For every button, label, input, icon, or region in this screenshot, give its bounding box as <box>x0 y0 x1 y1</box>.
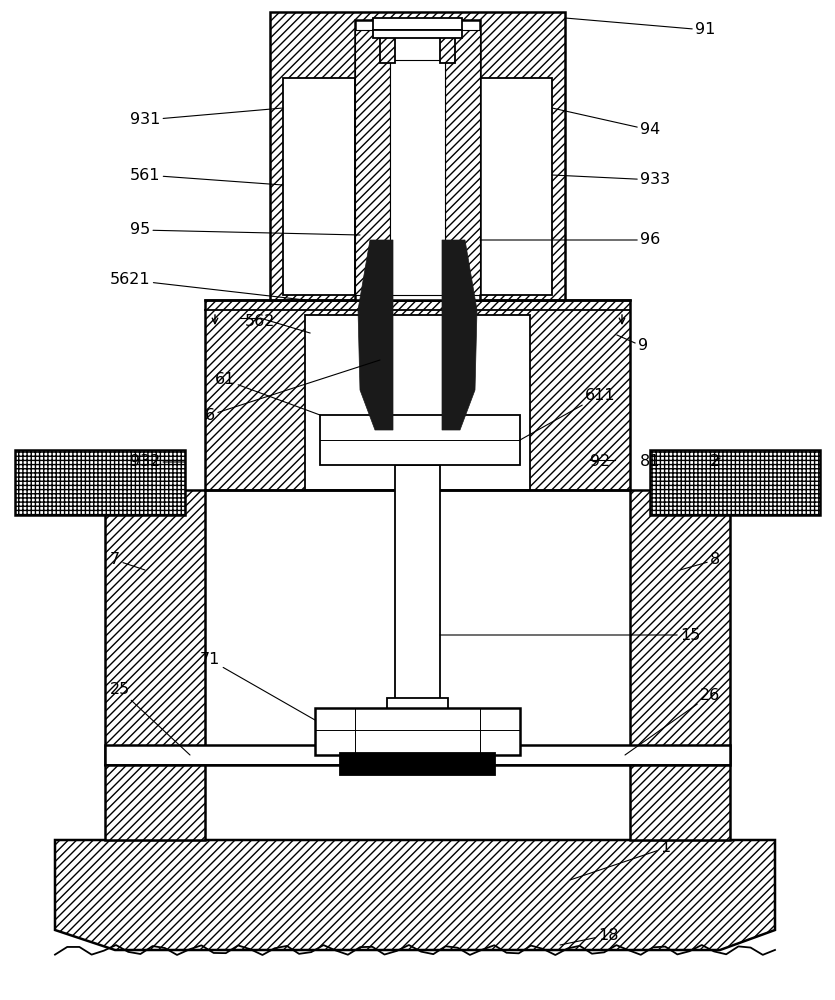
Bar <box>355 20 480 300</box>
Text: 1: 1 <box>570 840 671 880</box>
Text: 931: 931 <box>130 108 283 127</box>
Polygon shape <box>442 240 477 430</box>
Polygon shape <box>358 240 393 430</box>
Text: 95: 95 <box>130 223 360 237</box>
Polygon shape <box>55 840 775 950</box>
Bar <box>340 753 495 775</box>
Text: 81: 81 <box>640 454 660 470</box>
Bar <box>373 18 462 30</box>
Bar <box>305 315 530 490</box>
Bar <box>480 78 552 295</box>
Text: 92: 92 <box>590 454 610 470</box>
Text: 25: 25 <box>110 682 190 755</box>
Bar <box>395 465 440 700</box>
Text: 9: 9 <box>638 338 648 353</box>
Text: 26: 26 <box>625 688 721 755</box>
Text: 94: 94 <box>552 108 660 137</box>
Text: 7: 7 <box>110 552 145 570</box>
Bar <box>320 415 520 465</box>
Bar <box>205 300 630 490</box>
Bar <box>380 25 395 63</box>
Bar <box>355 30 390 295</box>
Text: 18: 18 <box>560 928 619 945</box>
Bar <box>630 490 730 840</box>
Text: 96: 96 <box>480 232 660 247</box>
Text: 71: 71 <box>200 652 315 720</box>
Text: 2: 2 <box>710 454 720 470</box>
Bar <box>315 708 520 755</box>
Bar <box>390 60 445 295</box>
Bar <box>270 12 565 300</box>
Text: 6: 6 <box>205 360 380 422</box>
Bar <box>15 450 185 515</box>
Text: 933: 933 <box>552 172 671 188</box>
Bar <box>105 745 730 765</box>
Text: 61: 61 <box>215 372 320 415</box>
Bar <box>650 450 820 515</box>
Bar <box>105 490 205 840</box>
Text: 562: 562 <box>245 314 276 330</box>
Text: 932: 932 <box>130 454 185 470</box>
Text: 91: 91 <box>565 18 716 37</box>
Bar <box>440 25 455 63</box>
Text: 561: 561 <box>130 167 283 185</box>
Text: 611: 611 <box>520 387 615 440</box>
Text: 5621: 5621 <box>110 272 305 300</box>
Text: 8: 8 <box>680 552 721 570</box>
Bar <box>283 78 355 295</box>
Bar <box>373 30 462 38</box>
Bar <box>387 698 448 710</box>
Bar <box>445 30 480 295</box>
Text: 15: 15 <box>440 628 701 643</box>
